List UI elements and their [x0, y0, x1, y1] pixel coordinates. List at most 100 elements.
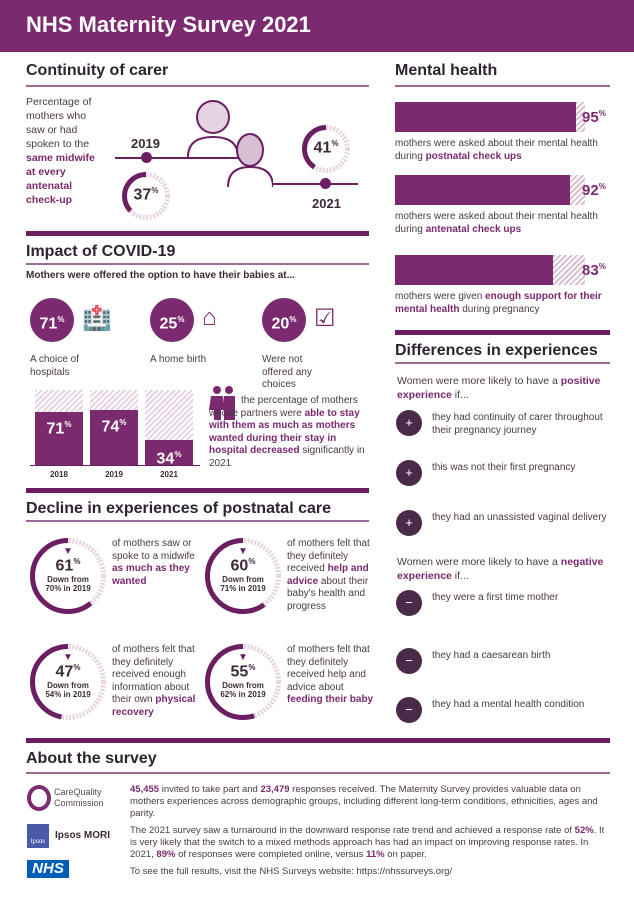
value-2019: 37%: [122, 186, 170, 204]
bar-value: 74: [101, 417, 120, 435]
postnatal-item: ▼ 47% Down from 54% in 2019 of mothers fel…: [30, 644, 200, 744]
nhs-logo: NHS: [27, 860, 69, 878]
decline-label: ▼ 47% Down from 54% in 2019: [30, 652, 106, 699]
negative-intro: Women were more likely to have a negativ…: [397, 555, 607, 583]
donut-fill: [205, 644, 281, 720]
about-heading: About the survey: [26, 750, 157, 767]
text-segment: of responses were completed online, vers…: [175, 849, 367, 860]
pct-sign: %: [598, 109, 606, 118]
mental-text: mothers were asked about their mental he…: [395, 138, 610, 163]
highlight-text: negative experience: [397, 556, 604, 582]
option-value-circle: 25%: [150, 298, 194, 342]
donut-ring: [205, 538, 281, 614]
decline-label: ▼ 55% Down from 62% in 2019: [205, 652, 281, 699]
donut-fill: [30, 538, 106, 614]
decline-previous: Down from 54% in 2019: [45, 681, 91, 700]
bar-year-label: 2021: [160, 470, 178, 479]
decline-text: of mothers felt that they definitely rec…: [287, 538, 375, 613]
divider: [26, 520, 369, 522]
negative-factor: they were a first time mother: [432, 592, 559, 603]
pct-sign: %: [73, 557, 81, 566]
text-segment: on paper.: [384, 849, 427, 860]
highlight-text: 23,479: [260, 784, 290, 795]
donut-ring: [30, 538, 106, 614]
section-divider: [26, 488, 369, 493]
bar-value: 34: [156, 449, 175, 467]
donut-fill: [30, 644, 106, 720]
highlight-text: 11%: [366, 849, 385, 860]
bar-year-label: 2018: [50, 470, 68, 479]
bar-value: 71: [46, 420, 65, 438]
highlight-text: 45,455: [130, 784, 160, 795]
positive-factor-icon: +: [396, 510, 422, 536]
bar-fill: 74%: [90, 409, 138, 465]
divider: [395, 362, 610, 364]
text-segment: Women were more likely to have a: [397, 556, 561, 568]
bar-2018: 71%: [35, 390, 83, 465]
text-segment: . It is very likely that the switch to a…: [130, 825, 605, 860]
covid-heading: Impact of COVID-19: [26, 243, 176, 260]
bar-year-label: 2019: [105, 470, 123, 479]
highlight-text: help and advice: [287, 563, 369, 587]
divider: [395, 85, 610, 87]
differences-heading: Differences in experiences: [395, 342, 598, 359]
pct-sign: %: [174, 449, 182, 459]
highlight-text: postnatal check ups: [425, 150, 522, 162]
divider: [26, 263, 369, 265]
highlight-text: antenatal check ups: [425, 223, 522, 235]
timeline-dot-2019: [141, 152, 152, 163]
highlight-text: as much as they wanted: [112, 563, 190, 587]
donut-2021: [302, 125, 350, 173]
negative-factor-icon: −: [396, 590, 422, 616]
bar-2021: 34%: [145, 390, 193, 467]
about-paragraph-2: The 2021 survey saw a turnaround in the …: [130, 825, 610, 861]
text-segment: invited to take part and: [159, 784, 261, 795]
option-value: 20: [271, 315, 290, 333]
chart-baseline: [30, 465, 200, 466]
positive-intro: Women were more likely to have a positiv…: [397, 374, 607, 402]
text-segment: if...: [451, 570, 469, 582]
cqc-logo-text: CareQuality Commission: [54, 787, 104, 808]
mental-bar-fill: [395, 175, 570, 205]
pct-sign: %: [248, 663, 256, 672]
pct-sign: %: [248, 557, 256, 566]
positive-factor: this was not their first pregnancy: [432, 462, 576, 473]
value-2021-number: 41: [313, 139, 332, 157]
mental-text: mothers were asked about their mental he…: [395, 211, 610, 236]
timeline-2019: [115, 157, 255, 159]
option-value: 71: [39, 315, 58, 333]
mental-health-heading: Mental health: [395, 62, 498, 79]
highlight-text: feeding their baby: [287, 694, 374, 705]
section-divider: [26, 231, 369, 236]
pct-sign: %: [177, 315, 185, 324]
decline-previous: Down from 70% in 2019: [45, 575, 91, 594]
about-website-link[interactable]: To see the full results, visit the NHS S…: [130, 866, 453, 877]
donut-fill: [205, 538, 281, 614]
donut-ring: [302, 125, 350, 173]
pct-sign: %: [598, 182, 606, 191]
text-segment: of mothers felt that they definitely rec…: [112, 644, 195, 705]
bar-2019: 74%: [90, 390, 138, 465]
year-2021: 2021: [312, 196, 341, 211]
text-segment: mothers were given: [395, 291, 486, 302]
value-2019-number: 37: [133, 186, 152, 204]
positive-factor: they had continuity of carer throughout …: [432, 412, 603, 436]
donut-2019: [122, 172, 170, 220]
divider: [26, 772, 610, 774]
text-segment: during pregnancy: [459, 303, 540, 315]
decline-label: ▼ 60% Down from 71% in 2019: [205, 546, 281, 593]
covid-subheading: Mothers were offered the option to have …: [26, 270, 295, 281]
mental-text: mothers were given enough support for th…: [395, 291, 610, 316]
mental-bar: [395, 102, 585, 132]
negative-factor: they had a caesarean birth: [432, 650, 551, 661]
decline-donut: [205, 538, 281, 619]
option-label: A choice of hospitals: [30, 354, 79, 378]
postnatal-heading: Decline in experiences of postnatal care: [26, 500, 332, 517]
mental-value: 95%: [582, 109, 606, 126]
text-segment: significantly in 2021: [209, 445, 365, 469]
house-icon: ⌂: [202, 304, 217, 331]
decline-label: ▼ 61% Down from 70% in 2019: [30, 546, 106, 593]
bar-fill: 34%: [145, 439, 193, 467]
decline-previous: Down from 62% in 2019: [220, 681, 266, 700]
mental-value: 92%: [582, 182, 606, 199]
